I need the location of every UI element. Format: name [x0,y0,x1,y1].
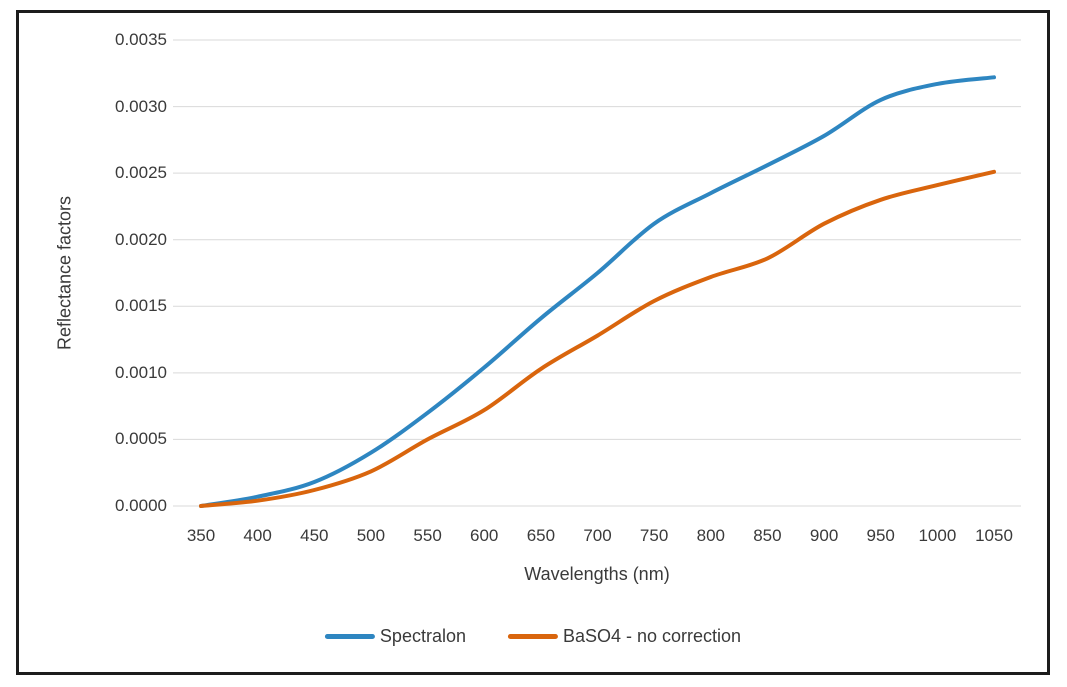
x-tick-label: 350 [186,526,216,545]
x-tick-label: 500 [356,526,386,545]
legend-label: BaSO4 - no correction [562,626,742,646]
x-tick-label: 600 [470,526,499,545]
x-tick-label: 750 [639,526,669,545]
chart-frame: 0.0000 0.0005 0.0010 0.0015 0.0020 0.0025 0.00… [16,10,1050,675]
y-tick-label: 0.0025 [115,163,167,183]
x-tick-label: 1000 [918,526,957,545]
y-tick-label: 0.0020 [115,229,167,249]
x-tick-label: 900 [809,526,839,545]
x-axis-title: Wavelengths (nm) [524,564,670,584]
x-tick-label: 950 [866,526,895,545]
legend-item-baso4-no-correction: BaSO4 - no correction [507,626,742,647]
series-line-spectralon [199,75,996,508]
x-tick-label: 700 [583,526,612,545]
y-tick-label: 0.0015 [115,296,167,316]
x-tick-label: 400 [243,526,272,545]
legend-item-spectralon: Spectralon [324,626,466,647]
x-tick-label: 850 [753,526,782,545]
x-tick-label: 1050 [975,526,1013,545]
series-line-baso4-no-correction [199,169,996,508]
legend-line-swatch-spectralon [324,634,375,639]
plot-area [173,39,1021,508]
x-tick-label: 550 [413,526,442,545]
y-tick-label: 0.0035 [115,30,167,49]
x-tick-label: 450 [300,526,329,545]
legend: Spectralon BaSO4 - no correction [324,626,742,647]
x-tick-label: 650 [526,526,556,545]
y-tick-label: 0.0000 [115,496,167,515]
legend-line-swatch-baso4-no-correction [507,634,558,639]
y-tick-label: 0.0010 [115,362,167,382]
y-tick-label: 0.0030 [115,96,167,116]
x-tick-label: 800 [696,526,725,545]
y-tick-label: 0.0005 [115,429,167,449]
y-axis-title: Reflectance factors [54,195,75,351]
legend-label: Spectralon [379,626,466,646]
